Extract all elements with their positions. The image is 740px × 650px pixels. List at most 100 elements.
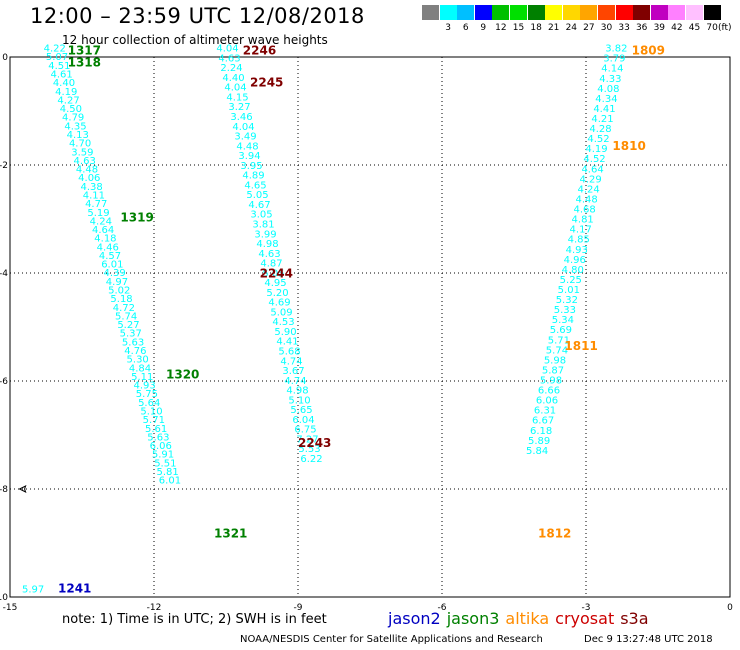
wave-height-value: 6.06 — [536, 396, 558, 407]
wave-height-value: 4.98 — [286, 386, 308, 397]
wave-height-value: 2.24 — [220, 63, 242, 74]
wave-height-value: 5.87 — [542, 365, 564, 376]
wave-height-value: 6.01 — [159, 476, 181, 487]
pass-time-label: 1809 — [632, 43, 665, 57]
wave-height-value: 5.05 — [262, 268, 284, 279]
wave-height-value: 4.48 — [76, 165, 98, 176]
wave-height-value: 5.34 — [552, 315, 574, 326]
scale-label: 15 — [512, 23, 525, 33]
x-tick-label: -3 — [582, 603, 591, 613]
wave-height-value: 4.69 — [268, 298, 290, 309]
wave-height-value: 4.81 — [572, 215, 594, 226]
wave-height-value: 6.01 — [101, 260, 123, 271]
wave-height-value: 5.61 — [145, 424, 167, 435]
satellite-legend: jason2 jason3 altika cryosat s3a — [388, 609, 655, 628]
scale-label: 70 — [706, 23, 718, 33]
x-tick-label: -6 — [438, 603, 447, 613]
wave-height-value: 4.24 — [90, 216, 112, 227]
scale-swatch — [527, 5, 545, 20]
wave-height-value: 4.97 — [106, 277, 128, 288]
wave-height-value: 4.28 — [589, 124, 611, 135]
wave-height-value: 4.48 — [236, 141, 258, 152]
wave-height-value: 3.79 — [603, 54, 625, 65]
wave-height-value: 4.89 — [242, 171, 264, 182]
wave-height-value: 5.25 — [560, 275, 582, 286]
wave-height-value: 5.64 — [138, 398, 160, 409]
wave-height-value: 4.41 — [593, 104, 615, 115]
wave-height-value: 4.04 — [232, 122, 254, 133]
scale-swatch — [510, 5, 527, 20]
wave-height-value: 5.75 — [136, 389, 158, 400]
legend-item-cryosat: cryosat — [555, 609, 615, 628]
pass-time-label: 1812 — [538, 527, 571, 541]
wave-height-value: 4.64 — [92, 225, 114, 236]
wave-height-value: 5.33 — [554, 305, 576, 316]
wave-height-value: 5.30 — [127, 355, 149, 366]
scale-swatch — [439, 5, 457, 20]
wave-height-value: 4.19 — [585, 144, 607, 155]
wave-height-value: 5.84 — [526, 446, 548, 457]
wave-height-value: 6.66 — [538, 386, 560, 397]
scale-swatch — [615, 5, 633, 20]
wave-height-value: 4.98 — [256, 239, 278, 250]
legend-item-jason2: jason2 — [388, 609, 441, 628]
wave-height-value: 4.74 — [280, 356, 302, 367]
wave-height-value: 4.40 — [222, 73, 244, 84]
pass-time-label: 1318 — [68, 56, 101, 70]
wave-height-value: 4.15 — [226, 92, 248, 103]
wave-height-value: 5.63 — [147, 432, 169, 443]
wave-height-value: 4.11 — [83, 190, 105, 201]
wave-height-value: 4.70 — [69, 139, 91, 150]
direction-marker — [18, 485, 27, 493]
plot-frame — [9, 56, 731, 598]
legend-item-altika: altika — [505, 609, 550, 628]
y-tick-label: -2 — [0, 161, 8, 171]
y-tick-label: -10 — [0, 593, 8, 603]
wave-height-value: 4.63 — [74, 156, 96, 167]
wave-height-value: 3.05 — [250, 210, 272, 221]
credit-text: NOAA/NESDIS Center for Satellite Applica… — [240, 634, 543, 645]
wave-height-value: 5.74 — [546, 345, 568, 356]
x-tick-label: -9 — [294, 603, 303, 613]
scale-swatch — [457, 5, 475, 20]
wave-height-value: 5.69 — [550, 325, 572, 336]
wave-height-value: 5.10 — [288, 395, 310, 406]
wave-height-value: 5.81 — [156, 467, 178, 478]
scale-swatch — [580, 5, 598, 20]
scale-swatch — [474, 5, 492, 20]
wave-height-value: 5.71 — [548, 335, 570, 346]
x-tick-label: -12 — [147, 603, 162, 613]
wave-height-value: 3.27 — [228, 102, 250, 113]
wave-height-value: 4.34 — [595, 94, 617, 105]
wave-height-value: 3.59 — [71, 147, 93, 158]
wave-height-value: 4.19 — [55, 87, 77, 98]
wave-height-value: 5.71 — [143, 415, 165, 426]
wave-height-value: 5.91 — [152, 450, 174, 461]
wave-height-value: 4.85 — [568, 235, 590, 246]
x-tick-label: -15 — [3, 603, 18, 613]
y-tick-label: -8 — [0, 485, 8, 495]
wave-height-value: 4.08 — [597, 84, 619, 95]
wave-height-value: 4.29 — [579, 174, 601, 185]
scale-swatch — [686, 5, 703, 20]
wave-height-value: 5.18 — [110, 294, 132, 305]
y-tick-label: 0 — [2, 53, 8, 63]
chart-title: 12:00 – 23:59 UTC 12/08/2018 — [30, 4, 365, 28]
pass-time-label: 1810 — [612, 139, 645, 153]
wave-height-value: 5.65 — [290, 405, 312, 416]
scale-label: 6 — [462, 23, 469, 33]
wave-height-value: 6.67 — [532, 416, 554, 427]
pass-time-label: 2246 — [243, 43, 276, 57]
wave-height-value: 4.84 — [129, 363, 151, 374]
wave-height-value: 6.31 — [534, 406, 556, 417]
wave-height-value: 6.06 — [150, 441, 172, 452]
wave-height-value: 5.63 — [122, 337, 144, 348]
scale-label: 45 — [688, 23, 701, 33]
wave-height-value: 4.21 — [591, 114, 613, 125]
wave-height-value: 6.22 — [300, 454, 322, 465]
wave-height-value: 4.38 — [80, 182, 102, 193]
scale-swatch — [422, 5, 439, 20]
note-text: note: 1) Time is in UTC; 2) SWH is in fe… — [62, 612, 327, 627]
wave-height-value: 4.80 — [562, 265, 584, 276]
wave-height-value: 4.61 — [51, 70, 73, 81]
